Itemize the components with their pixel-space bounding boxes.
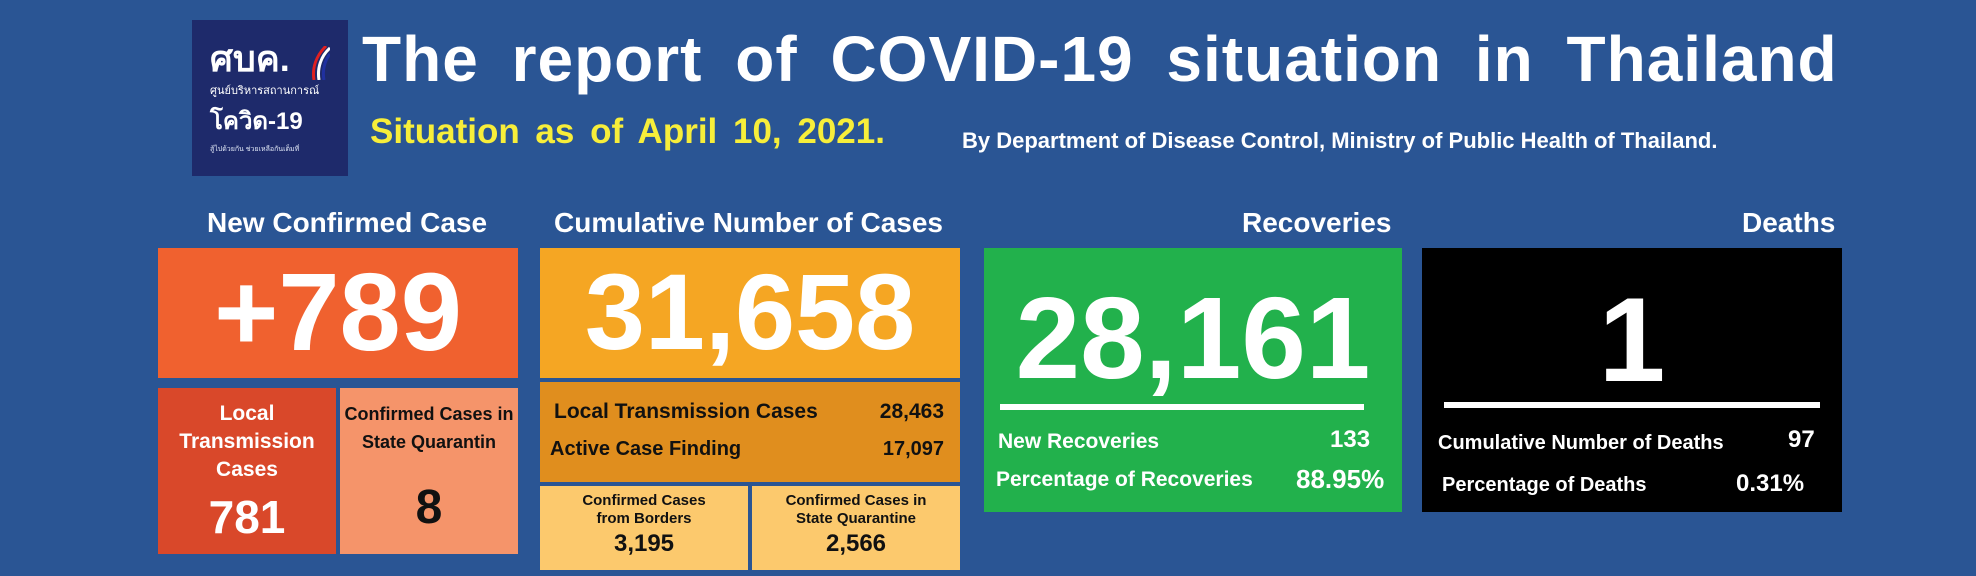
deaths-divider <box>1444 402 1820 408</box>
cum-deaths-label: Cumulative Number of Deaths <box>1438 432 1724 454</box>
situation-date: Situation as of April 10, 2021. <box>370 112 885 151</box>
new-confirmed-card: +789 <box>158 248 518 378</box>
deaths-card: 1 Cumulative Number of Deaths 97 Percent… <box>1422 248 1842 512</box>
new-recoveries-label: New Recoveries <box>998 430 1160 453</box>
quarantine-label: Confirmed Cases in State Quarantin <box>344 404 514 452</box>
borders-card: Confirmed Cases from Borders 3,195 <box>540 486 748 570</box>
cum-local-label: Local Transmission Cases <box>554 400 818 423</box>
death-pct-value: 0.31% <box>1736 470 1805 497</box>
cumulative-heading: Cumulative Number of Cases <box>554 207 943 238</box>
new-confirmed-value: +789 <box>214 251 462 374</box>
state-quarantine-value: 2,566 <box>825 530 887 557</box>
cum-active-label: Active Case Finding <box>550 438 742 460</box>
new-recoveries-value: 133 <box>1330 426 1371 453</box>
page-title: The report of COVID-19 situation in Thai… <box>362 23 1838 95</box>
death-pct-label: Percentage of Deaths <box>1442 474 1647 496</box>
cum-active-value: 17,097 <box>882 438 944 460</box>
logo-name: โควิด-19 <box>210 108 303 135</box>
state-quarantine-label: Confirmed Cases in State Quarantine <box>785 492 927 527</box>
borders-value: 3,195 <box>613 530 675 557</box>
cumulative-breakdown: Local Transmission Cases 28,463 Active C… <box>540 382 960 482</box>
cum-local-value: 28,463 <box>879 400 944 423</box>
state-quarantine-card: Confirmed Cases in State Quarantine 2,56… <box>752 486 960 570</box>
logo-subtitle: ศูนย์บริหารสถานการณ์ <box>210 85 320 97</box>
recoveries-value: 28,161 <box>1015 273 1371 403</box>
cumulative-value: 31,658 <box>584 251 916 372</box>
recoveries-heading: Recoveries <box>1242 207 1392 238</box>
cumulative-card: 31,658 <box>540 248 960 378</box>
logo-tagline: สู้ไปด้วยกัน ช่วยเหลือกันเต็มที่ <box>210 146 300 153</box>
borders-label: Confirmed Cases from Borders <box>582 492 706 527</box>
cum-deaths-value: 97 <box>1788 426 1815 453</box>
flag-icon <box>312 46 330 80</box>
deaths-value: 1 <box>1598 273 1666 407</box>
local-transmission-label: Local Transmission Cases <box>179 402 315 481</box>
byline: By Department of Disease Control, Minist… <box>962 128 1718 153</box>
ccsa-logo: ศบค. ศูนย์บริหารสถานการณ์ โควิด-19 สู้ไป… <box>192 20 348 176</box>
recoveries-card: 28,161 New Recoveries 133 Percentage of … <box>984 248 1402 512</box>
recovery-pct-value: 88.95% <box>1296 464 1385 494</box>
logo-text: ศบค. <box>210 38 290 79</box>
quarantine-card: Confirmed Cases in State Quarantin 8 <box>340 388 518 554</box>
recoveries-divider <box>1000 404 1364 410</box>
local-transmission-value: 781 <box>208 491 286 543</box>
quarantine-value: 8 <box>415 481 443 534</box>
deaths-heading: Deaths <box>1742 207 1836 238</box>
local-transmission-card: Local Transmission Cases 781 <box>158 388 336 554</box>
new-confirmed-heading: New Confirmed Case <box>207 207 488 238</box>
recovery-pct-label: Percentage of Recoveries <box>996 468 1253 491</box>
